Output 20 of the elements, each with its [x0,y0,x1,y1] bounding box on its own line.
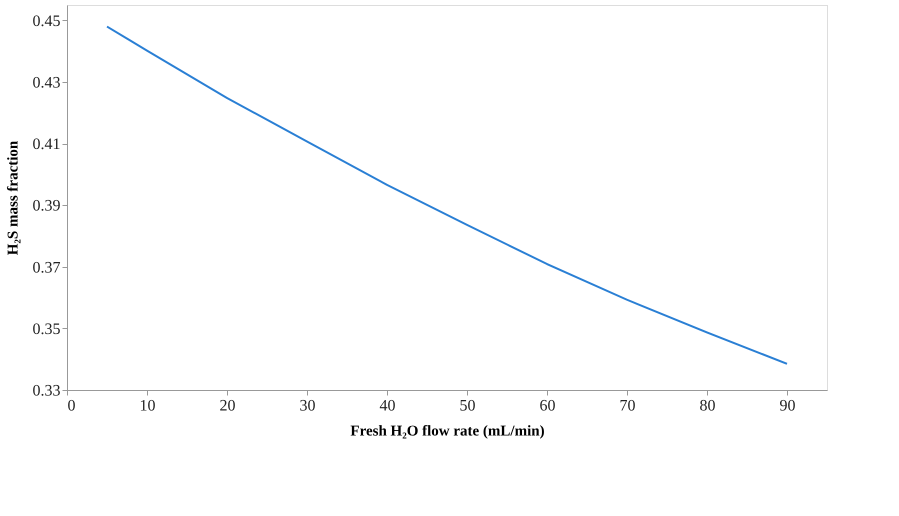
y-tick-label: 0.45 [32,12,60,30]
y-tick-label: 0.33 [32,382,60,400]
y-tick-label: 0.43 [32,74,60,92]
x-tick-label: 20 [220,398,236,414]
x-tick-label: 0 [68,398,76,414]
y-tick-label: 0.41 [32,136,60,154]
y-tick-label: 0.37 [32,259,60,276]
y-tick-label: 0.35 [32,320,60,338]
x-tick-label: 50 [460,398,476,414]
x-tick-label: 70 [620,398,636,414]
y-tick-label: 0.39 [32,198,60,215]
y-axis-title: H₂S mass fraction [6,140,22,256]
x-tick-label: 80 [700,398,716,414]
x-tick-label: 40 [380,398,396,414]
x-tick-label: 30 [300,398,316,414]
x-axis-title: Fresh H₂O flow rate (mL/min) [350,424,545,440]
x-tick-label: 10 [140,398,156,414]
line-series [106,26,788,365]
x-tick-label: 90 [780,398,796,414]
x-tick-label: 60 [540,398,556,414]
